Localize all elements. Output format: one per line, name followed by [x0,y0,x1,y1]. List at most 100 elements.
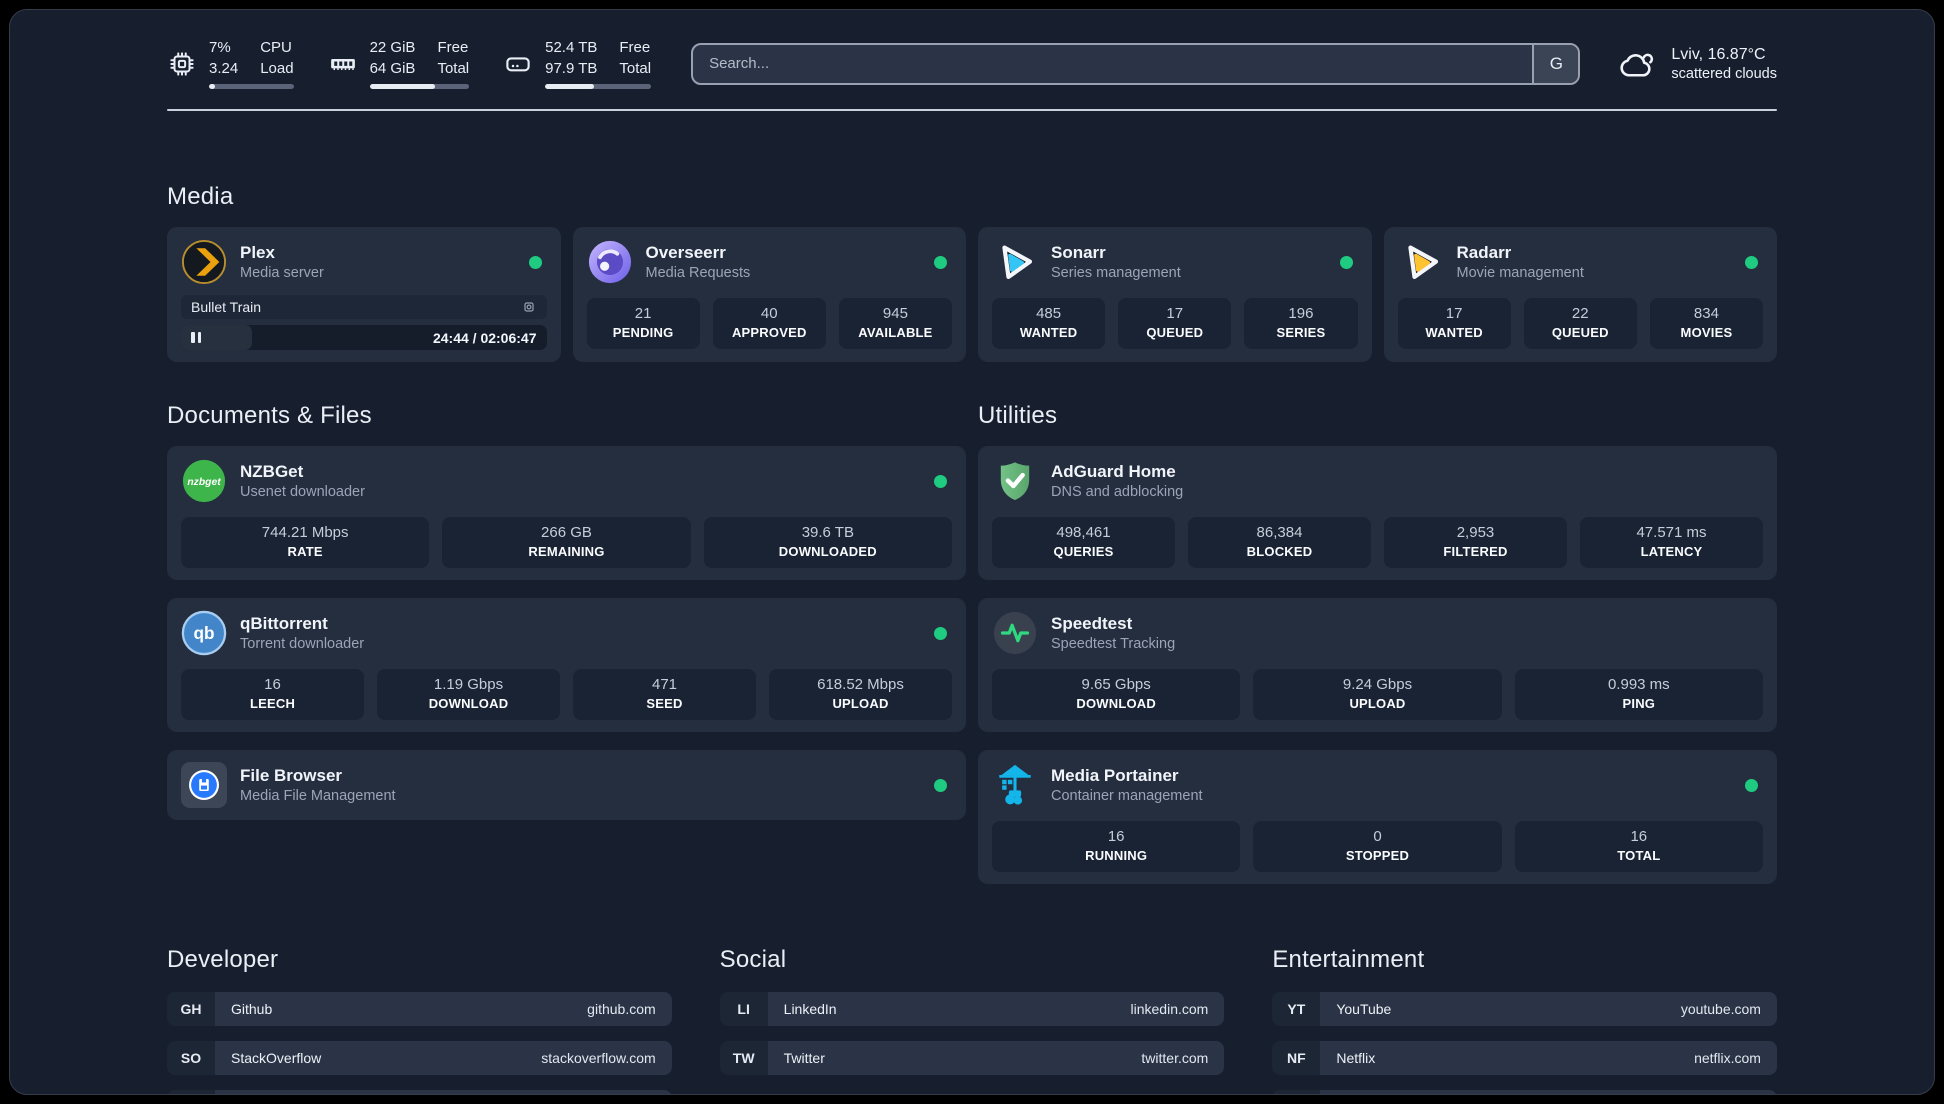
cpu-labels: CPU Load [260,39,294,77]
svg-text:nzbget: nzbget [187,477,221,488]
stat-tile: 16 TOTAL [1514,821,1763,872]
search-engine-button[interactable]: G [1532,44,1579,83]
app-card-qbittorrent[interactable]: qb qBittorrent Torrent downloader 16 LEE… [167,598,966,732]
section-title-documents: Documents & Files [167,402,372,429]
radarr-icon [1398,239,1444,285]
app-name: Radarr [1456,243,1512,262]
utilities-column: Utilities [978,402,1777,884]
stat-tile: 471 SEED [573,669,756,720]
status-dot [1745,255,1758,269]
section-title-developer: Developer [167,946,279,973]
weather-condition: scattered clouds [1671,65,1777,82]
stat-tile: 17 WANTED [1397,298,1511,349]
link-stackoverflow[interactable]: SO StackOverflow stackoverflow.com [167,1041,672,1075]
app-name: NZBGet [240,462,304,481]
stat-tile: 834 MOVIES [1649,298,1764,349]
disk-labels: Free Total [619,39,652,77]
playback-time: 24:44 / 02:06:47 [432,329,537,346]
playback-progress-bar[interactable]: 24:44 / 02:06:47 [181,325,547,350]
memory-free: 22 GiB [369,39,416,56]
search-input[interactable] [693,44,1533,83]
app-card-overseerr[interactable]: Overseerr Media Requests 21 PENDING 40 A… [572,227,966,362]
stat-tile: 16 LEECH [181,669,364,720]
weather-widget: Lviv, 16.87°C scattered clouds [1616,46,1777,82]
qbittorrent-icon: qb [181,610,227,656]
entertainment-section: Entertainment YT YouTube youtube.com NF … [1272,946,1777,1094]
status-dot [528,255,542,269]
plex-icon [181,239,227,285]
section-title-entertainment: Entertainment [1272,946,1425,973]
app-card-speedtest[interactable]: Speedtest Speedtest Tracking 9.65 Gbps D… [978,598,1777,732]
memory-stat: 22 GiB 64 GiB Free Total [328,38,470,89]
link-netflix[interactable]: NF Netflix netflix.com [1272,1041,1777,1075]
app-subtitle: Series management [1051,265,1181,281]
section-title-media: Media [167,183,234,210]
link-youtube[interactable]: YT YouTube youtube.com [1272,992,1777,1026]
stat-tile: 744.21 Mbps RATE [181,517,430,568]
link-linkedin[interactable]: LI LinkedIn linkedin.com [719,992,1225,1026]
svg-text:qb: qb [193,623,214,643]
stat-tile: 485 WANTED [992,298,1106,349]
memory-labels: Free Total [437,39,470,77]
status-dot [934,626,947,640]
stat-tile: 0 STOPPED [1253,821,1502,872]
stat-tile: 40 APPROVED [712,298,826,349]
link-twitter[interactable]: TW Twitter twitter.com [719,1041,1225,1075]
disk-progress-bar [545,84,652,89]
stat-tile: 618.52 Mbps UPLOAD [769,669,952,720]
disk-stat: 52.4 TB 97.9 TB Free Total [503,38,652,89]
stat-tile: 945 AVAILABLE [838,298,953,349]
stat-tile: 266 GB REMAINING [442,517,691,568]
app-subtitle: DNS and adblocking [1051,484,1184,500]
adguard-icon [992,458,1038,504]
stat-tile: 2,953 FILTERED [1384,517,1567,568]
stat-tile: 39.6 TB DOWNLOADED [703,517,952,568]
app-card-nzbget[interactable]: nzbget NZBGet Usenet downloader 744.21 M… [167,446,966,580]
cpu-values: 7% 3.24 [209,38,238,78]
status-dot [934,474,947,488]
cpu-usage: 7% [209,39,231,56]
cpu-load: 3.24 [209,59,239,77]
app-name: Overseerr [645,243,726,262]
stat-tile: 47.571 ms LATENCY [1580,517,1763,568]
transcode-icon [521,299,537,315]
cpu-icon [167,49,197,79]
social-section: Social LI LinkedIn linkedin.com TW Twitt… [719,946,1225,1075]
memory-icon [328,49,358,79]
app-subtitle: Media server [240,265,324,281]
app-subtitle: Movie management [1456,265,1584,281]
plex-now-playing: Bullet Train 24:44 / 02:06:47 [181,295,547,350]
app-subtitle: Speedtest Tracking [1051,636,1176,652]
now-playing-title-row: Bullet Train [181,295,547,319]
app-card-radarr[interactable]: Radarr Movie management 17 WANTED 22 QUE… [1383,227,1777,362]
stat-tile: 17 QUEUED [1118,298,1232,349]
disk-icon [503,49,533,79]
link-dev[interactable]: DT DEV dev.to [167,1090,672,1094]
cloud-icon [1616,47,1658,81]
weather-text: Lviv, 16.87°C scattered clouds [1671,46,1777,82]
app-subtitle: Media File Management [240,788,396,804]
pause-icon[interactable] [191,332,201,343]
app-card-plex[interactable]: Plex Media server Bullet Train [167,227,561,362]
stat-tile: 21 PENDING [586,298,700,349]
nzbget-icon: nzbget [181,458,227,504]
section-title-social: Social [719,946,787,973]
app-card-sonarr[interactable]: Sonarr Series management 485 WANTED 17 Q… [978,227,1372,362]
app-name: qBittorrent [240,614,328,633]
app-card-adguard[interactable]: AdGuard Home DNS and adblocking 498,461 … [978,446,1777,580]
app-name: Plex [240,243,275,262]
app-card-filebrowser[interactable]: File Browser Media File Management [167,750,966,820]
link-github[interactable]: GH Github github.com [167,992,672,1026]
stat-tile: 498,461 QUERIES [992,517,1175,568]
app-subtitle: Container management [1051,788,1203,804]
stat-tile: 9.65 Gbps DOWNLOAD [992,669,1241,720]
section-title-utilities: Utilities [978,402,1058,429]
app-subtitle: Usenet downloader [240,484,365,500]
app-card-portainer[interactable]: Media Portainer Container management 16 … [978,750,1777,884]
status-dot [1339,255,1353,269]
links-grid: Developer GH Github github.com SO StackO… [167,946,1777,1094]
developer-section: Developer GH Github github.com SO StackO… [167,946,672,1094]
memory-values: 22 GiB 64 GiB [370,38,416,78]
search-bar: G [691,42,1581,85]
link-reddit[interactable]: RE Reddit reddit.com [1272,1090,1777,1094]
